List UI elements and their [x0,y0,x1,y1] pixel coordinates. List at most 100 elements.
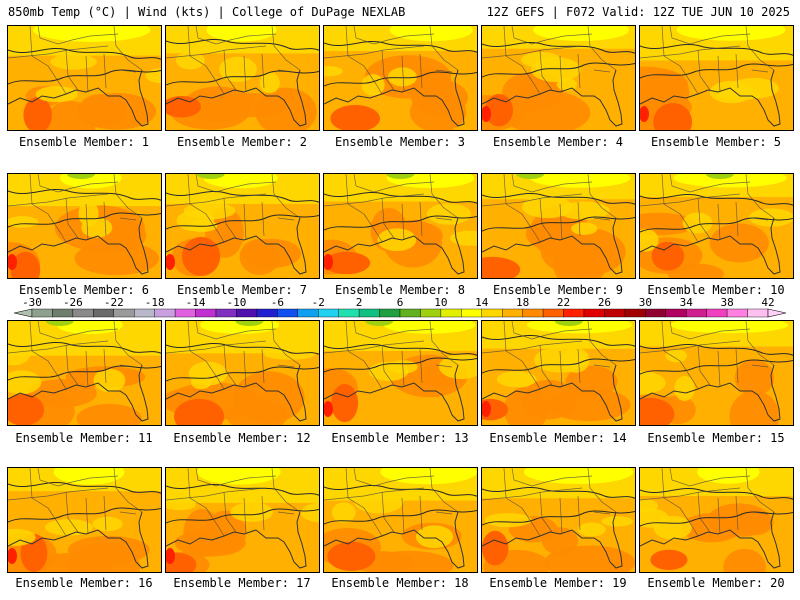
colorbar-swatch [726,308,748,318]
ensemble-member-map [165,320,320,426]
ensemble-member-label: Ensemble Member: 10 [647,283,785,297]
colorbar-swatch [256,308,278,318]
ensemble-member-map [323,25,478,131]
colorbar-swatch [358,308,380,318]
model-run-info: 12Z GEFS | F072 Valid: 12Z TUE JUN 10 20… [486,5,790,19]
colorbar-tick-label: 22 [557,296,570,309]
ensemble-member-label: Ensemble Member: 14 [489,431,627,445]
map-title: 850mb Temp (°C) | Wind (kts) | College o… [8,5,406,19]
ensemble-member-label: Ensemble Member: 18 [331,576,469,590]
colorbar-tick-label: 34 [680,296,694,309]
ensemble-member-map [165,25,320,131]
ensemble-member-map [323,467,478,573]
ensemble-member-map [481,173,636,279]
colorbar-arrow-right [767,308,787,318]
ensemble-member-label: Ensemble Member: 19 [489,576,627,590]
colorbar-tick-label: -22 [104,296,124,309]
colorbar-swatch [379,308,401,318]
colorbar-swatch [297,308,319,318]
ensemble-member-label: Ensemble Member: 16 [15,576,153,590]
colorbar-swatch [195,308,217,318]
colorbar-tick-label: 18 [516,296,529,309]
colorbar-swatch [461,308,482,318]
ensemble-member-map [481,467,636,573]
ensemble-member-label: Ensemble Member: 6 [18,283,150,297]
colorbar-tick-label: -10 [227,296,247,309]
ensemble-member-map [165,467,320,573]
colorbar-swatch [134,308,155,318]
colorbar-swatch [747,308,769,318]
colorbar-swatch [624,308,646,318]
ensemble-member-label: Ensemble Member: 1 [18,135,150,149]
colorbar-swatch [481,308,503,318]
colorbar-tick-label: -2 [312,296,325,309]
colorbar-swatch [215,308,237,318]
ensemble-member-label: Ensemble Member: 2 [176,135,308,149]
colorbar-swatch [706,308,728,318]
ensemble-member-label: Ensemble Member: 15 [647,431,785,445]
colorbar-tick-label: 10 [434,296,447,309]
ensemble-member-map [7,467,162,573]
colorbar-tick-label: -30 [22,296,42,309]
colorbar-tick-label: 14 [475,296,489,309]
ensemble-member-map [639,320,794,426]
colorbar-swatch [72,308,94,318]
colorbar-swatch [277,308,298,318]
ensemble-member-map [7,320,162,426]
colorbar-swatch [399,308,421,318]
colorbar-tick-label: -14 [186,296,206,309]
colorbar-swatch [154,308,176,318]
colorbar-swatch [420,308,442,318]
ensemble-member-label: Ensemble Member: 4 [492,135,624,149]
colorbar-tick-label: -26 [63,296,83,309]
colorbar-swatch [113,308,135,318]
ensemble-member-label: Ensemble Member: 3 [334,135,466,149]
colorbar-swatch [686,308,707,318]
colorbar-swatch [174,308,196,318]
ensemble-member-map [481,25,636,131]
ensemble-member-map [165,173,320,279]
colorbar-tick-label: 2 [356,296,363,309]
colorbar-swatch [338,308,360,318]
colorbar-swatch [440,308,462,318]
colorbar-swatch [318,308,339,318]
colorbar-swatch [31,308,53,318]
colorbar-swatch [645,308,666,318]
ensemble-member-label: Ensemble Member: 5 [650,135,782,149]
colorbar-swatch [542,308,564,318]
colorbar-tick-label: 6 [397,296,404,309]
ensemble-member-map [323,173,478,279]
ensemble-member-label: Ensemble Member: 8 [334,283,466,297]
colorbar-tick-label: 38 [720,296,733,309]
colorbar-swatch [93,308,114,318]
colorbar-tick-label: -6 [271,296,284,309]
colorbar-swatch [502,308,523,318]
ensemble-member-map [481,320,636,426]
ensemble-member-label: Ensemble Member: 7 [176,283,308,297]
colorbar-swatch [522,308,544,318]
colorbar-swatch [563,308,585,318]
ensemble-member-label: Ensemble Member: 17 [173,576,311,590]
ensemble-member-map [7,25,162,131]
colorbar-swatch [665,308,687,318]
ensemble-member-map [639,173,794,279]
colorbar-tick-label: 30 [639,296,652,309]
colorbar-tick-label: 26 [598,296,611,309]
ensemble-member-map [639,467,794,573]
colorbar-swatch [604,308,626,318]
colorbar-swatch [583,308,605,318]
ensemble-member-map [7,173,162,279]
colorbar-swatch [236,308,258,318]
ensemble-member-label: Ensemble Member: 12 [173,431,311,445]
ensemble-member-map [323,320,478,426]
ensemble-member-label: Ensemble Member: 20 [647,576,785,590]
ensemble-member-label: Ensemble Member: 11 [15,431,153,445]
colorbar-tick-label: 42 [761,296,774,309]
colorbar-tick-label: -18 [145,296,165,309]
ensemble-member-label: Ensemble Member: 13 [331,431,469,445]
colorbar-arrow-left [13,308,33,318]
ensemble-member-label: Ensemble Member: 9 [492,283,624,297]
ensemble-member-map [639,25,794,131]
colorbar-swatch [52,308,74,318]
temperature-colorbar: -30 -26 -22 -18 -14 -10 -6 -2 2 6 10 14 18 22 26 30 34 38… [13,296,787,318]
